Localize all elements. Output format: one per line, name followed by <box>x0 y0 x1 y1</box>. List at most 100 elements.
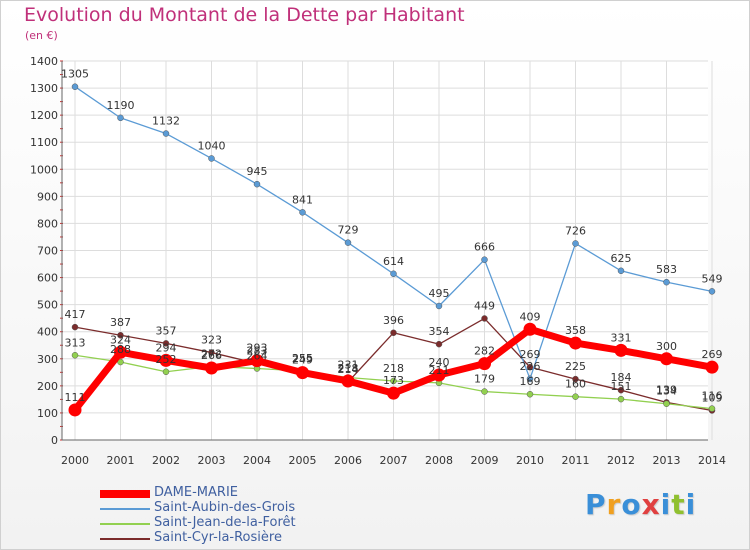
data-label: 293 <box>247 342 268 355</box>
legend-label: DAME-MARIE <box>154 485 238 500</box>
data-point <box>114 345 127 359</box>
data-point <box>162 130 170 137</box>
data-point <box>299 209 306 216</box>
y-tick-label: 500 <box>37 299 58 312</box>
y-tick-label: 1200 <box>30 109 58 122</box>
data-label: 214 <box>338 363 359 376</box>
data-point <box>250 354 264 368</box>
data-label: 179 <box>474 373 495 386</box>
data-point <box>663 400 670 407</box>
data-point <box>390 377 397 385</box>
data-point <box>572 240 579 247</box>
data-label: 313 <box>65 336 86 349</box>
legend-swatch <box>100 490 150 498</box>
data-point <box>117 331 124 339</box>
data-label: 1305 <box>61 68 89 81</box>
x-tick-label: 2012 <box>607 454 635 467</box>
data-label: 331 <box>611 331 632 344</box>
proxiti-logo: Proxiti <box>585 488 697 521</box>
data-label: 226 <box>520 360 541 373</box>
data-label: 358 <box>565 324 586 337</box>
data-point <box>569 336 582 350</box>
data-label: 211 <box>429 364 450 377</box>
y-tick-label: 200 <box>37 380 58 393</box>
data-point <box>117 114 124 122</box>
data-point <box>296 366 309 380</box>
y-tick-label: 1300 <box>30 82 58 95</box>
data-label: 288 <box>110 343 131 356</box>
data-point <box>435 340 443 348</box>
y-tick-label: 100 <box>37 407 58 420</box>
legend-swatch <box>100 523 150 525</box>
data-label: 549 <box>702 272 723 285</box>
data-point <box>523 322 537 336</box>
x-tick-label: 2000 <box>61 454 89 467</box>
data-point <box>162 340 170 347</box>
data-label: 116 <box>702 390 723 403</box>
data-point <box>205 361 218 375</box>
chart-subtitle: (en €) <box>25 29 58 42</box>
data-label: 134 <box>656 385 677 398</box>
data-point <box>572 393 579 400</box>
data-label: 387 <box>110 316 131 329</box>
data-label: 249 <box>292 354 313 367</box>
data-point <box>481 388 488 395</box>
data-label: 449 <box>474 299 495 312</box>
x-tick-label: 2010 <box>516 454 544 467</box>
data-label: 726 <box>565 224 586 237</box>
data-label: 614 <box>383 255 404 268</box>
data-label: 409 <box>520 310 541 323</box>
data-point <box>387 386 400 400</box>
data-label: 1132 <box>152 115 180 128</box>
data-label: 231 <box>338 358 359 371</box>
data-point <box>708 288 716 295</box>
data-label: 283 <box>247 344 268 357</box>
data-point <box>71 83 79 90</box>
data-label: 109 <box>702 391 723 404</box>
data-point <box>705 360 719 374</box>
data-point <box>708 405 716 412</box>
y-tick-label: 1400 <box>30 55 58 68</box>
data-point <box>572 375 579 383</box>
data-point <box>208 155 215 162</box>
y-tick-label: 0 <box>51 434 58 447</box>
data-label: 1040 <box>198 139 226 152</box>
legend-label: Saint-Aubin-des-Grois <box>154 500 296 515</box>
data-label: 218 <box>338 362 359 375</box>
data-label: 729 <box>338 224 359 237</box>
data-label: 264 <box>247 350 268 363</box>
x-tick-label: 2002 <box>152 454 180 467</box>
data-point <box>617 395 625 403</box>
data-label: 282 <box>474 345 495 358</box>
x-tick-label: 2003 <box>198 454 226 467</box>
x-tick-label: 2001 <box>107 454 135 467</box>
legend-label: Saint-Cyr-la-Rosière <box>154 530 282 545</box>
legend-swatch <box>100 508 150 510</box>
x-tick-label: 2006 <box>334 454 362 467</box>
data-label: 266 <box>201 349 222 362</box>
data-point <box>526 363 534 371</box>
data-point <box>526 390 534 398</box>
x-tick-label: 2013 <box>653 454 681 467</box>
data-label: 218 <box>383 362 404 375</box>
y-tick-label: 700 <box>37 245 58 258</box>
data-label: 396 <box>383 314 404 327</box>
x-tick-label: 2004 <box>243 454 271 467</box>
data-point <box>253 180 261 188</box>
data-label: 323 <box>201 334 222 347</box>
data-point <box>663 278 670 286</box>
data-point <box>117 358 124 366</box>
data-label: 151 <box>611 380 632 393</box>
y-tick-label: 800 <box>37 217 58 230</box>
data-point <box>71 323 79 331</box>
chart-title: Evolution du Montant de la Dette par Hab… <box>24 4 465 26</box>
data-point <box>617 267 625 275</box>
data-point <box>390 270 397 278</box>
data-label: 945 <box>247 165 268 178</box>
data-label: 357 <box>156 324 177 337</box>
x-tick-label: 2007 <box>380 454 408 467</box>
data-label: 294 <box>156 341 177 354</box>
data-point <box>68 403 82 417</box>
data-point <box>162 368 170 376</box>
data-point <box>344 239 352 246</box>
